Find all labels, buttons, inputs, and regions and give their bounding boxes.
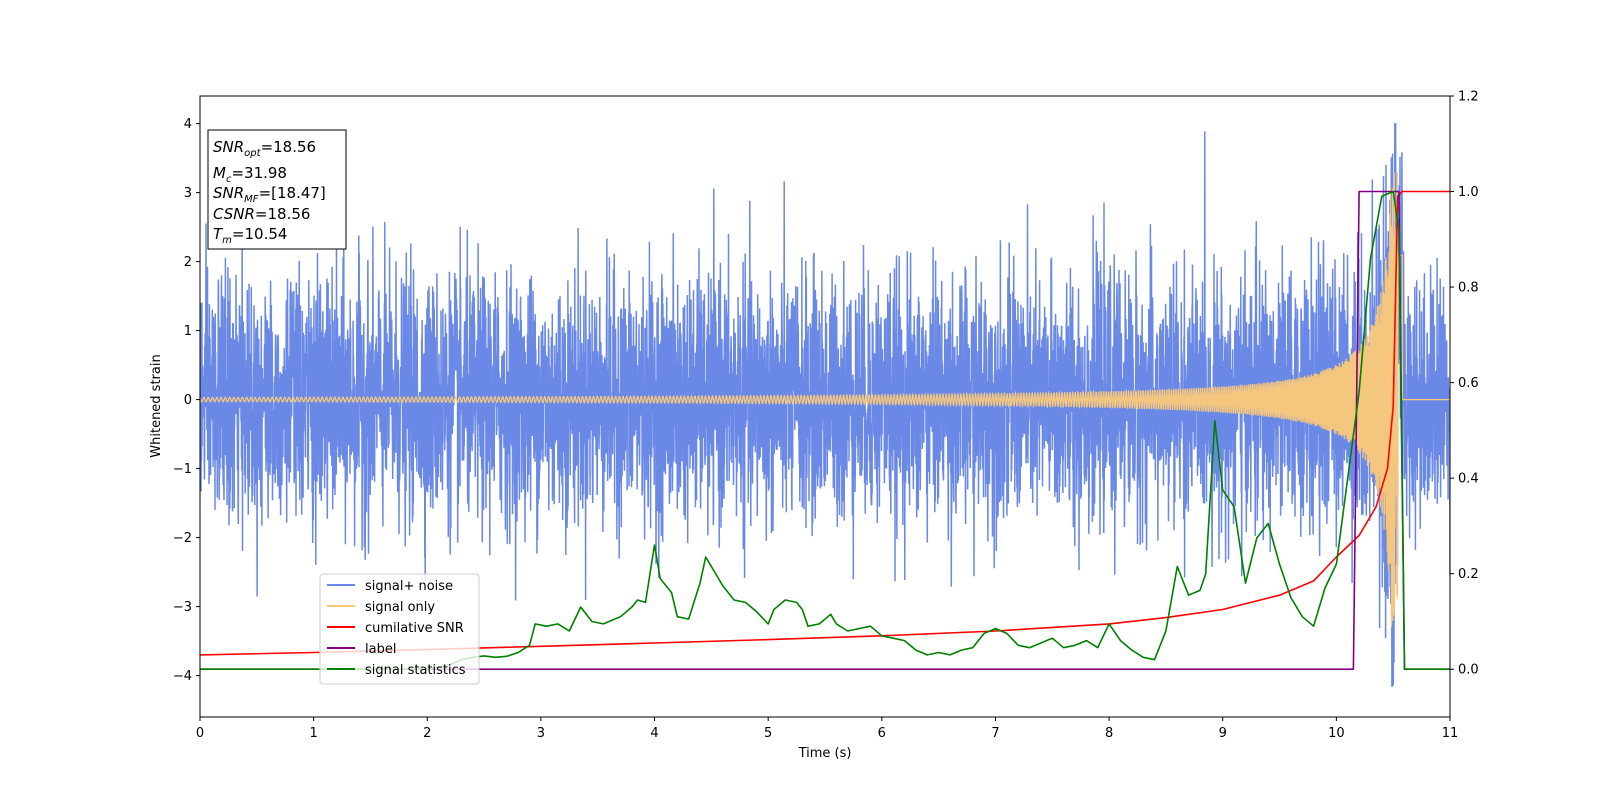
legend: signal+ noise signal only cumilative SNR la… <box>319 573 480 685</box>
y-left-tick-label: −4 <box>173 669 192 684</box>
legend-label: signal only <box>365 600 435 615</box>
y-right-tick-label: 0.8 <box>1458 281 1479 296</box>
y-left-tick-label: −1 <box>173 462 192 477</box>
legend-label: signal statistics <box>365 663 466 678</box>
left-y-axis: 4 3 2 1 0 −1 −2 −3 −4 <box>173 117 200 684</box>
signal-noise-series <box>200 122 1450 687</box>
y-right-tick-label: 0.0 <box>1458 663 1479 678</box>
annotation-line: Tm=10.54 <box>213 225 287 246</box>
legend-frame <box>319 573 480 685</box>
right-y-axis: 1.2 1.0 0.8 0.6 0.4 0.2 0.0 <box>1450 90 1479 678</box>
y-right-tick-label: 0.6 <box>1458 376 1479 391</box>
y-left-tick-label: 1 <box>184 324 192 339</box>
signal-only-series <box>200 172 1450 628</box>
annotation-line: SNRMF=[18.47] <box>213 184 326 205</box>
legend-label: label <box>365 642 396 657</box>
signal-only-line <box>200 172 1450 628</box>
annotation-line: CSNR=18.56 <box>213 205 310 223</box>
x-tick-label: 7 <box>991 726 999 741</box>
legend-label: signal+ noise <box>365 579 453 594</box>
y-left-tick-label: 4 <box>184 117 192 132</box>
annotation-frame <box>207 129 347 250</box>
annotation-line: Mc=31.98 <box>213 164 287 185</box>
y-left-tick-label: −2 <box>173 531 192 546</box>
x-tick-label: 2 <box>423 726 431 741</box>
x-tick-label: 11 <box>1442 726 1459 741</box>
x-tick-label: 3 <box>537 726 545 741</box>
plot-area <box>200 122 1450 687</box>
x-axis-label: Time (s) <box>798 746 852 761</box>
x-tick-label: 9 <box>1219 726 1227 741</box>
x-tick-label: 6 <box>878 726 886 741</box>
cumilative-snr-line <box>200 190 1450 656</box>
legend-label: cumilative SNR <box>365 621 464 636</box>
y-right-tick-label: 0.4 <box>1458 472 1479 487</box>
x-tick-label: 5 <box>764 726 772 741</box>
y-left-tick-label: −3 <box>173 600 192 615</box>
plot-frame <box>199 95 1451 718</box>
x-axis: 0 1 2 3 4 5 6 7 8 9 10 11 <box>196 717 1458 741</box>
y-right-tick-label: 1.2 <box>1458 90 1479 105</box>
y-left-tick-label: 0 <box>184 393 192 408</box>
x-tick-label: 8 <box>1105 726 1113 741</box>
x-tick-label: 1 <box>309 726 317 741</box>
annotation-box: SNRopt=18.56 Mc=31.98SNRMF=[18.47]CSNR=18… <box>207 129 347 250</box>
signal-noise-line <box>200 122 1450 687</box>
y-left-tick-label: 2 <box>184 255 192 270</box>
line-series <box>200 190 1450 670</box>
y-axis-label: Whitened strain <box>149 354 164 457</box>
signal-statistics-line <box>200 190 1450 670</box>
y-left-tick-label: 3 <box>184 186 192 201</box>
y-right-tick-label: 1.0 <box>1458 185 1479 200</box>
x-tick-label: 4 <box>650 726 658 741</box>
annotation-line: SNRopt=18.56 <box>213 138 316 159</box>
y-right-tick-label: 0.2 <box>1458 567 1479 582</box>
x-tick-label: 10 <box>1328 726 1345 741</box>
x-tick-label: 0 <box>196 726 204 741</box>
